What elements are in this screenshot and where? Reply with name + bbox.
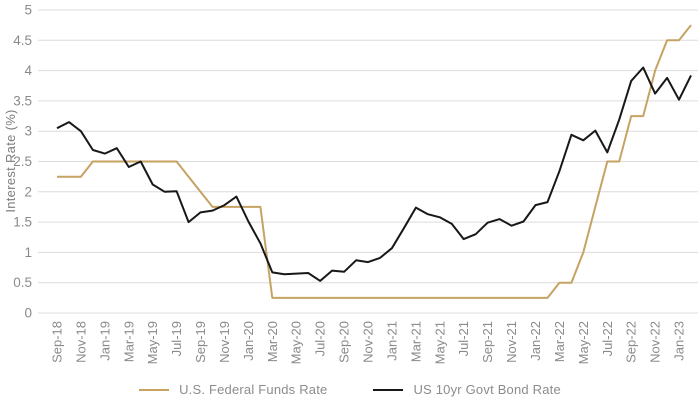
y-tick-label: 4 [24,63,32,78]
x-tick-label: Mar-22 [552,321,567,362]
x-tick-label: Sep-18 [50,321,65,363]
x-tick-label: Nov-22 [648,321,663,363]
x-tick-label: May-21 [432,321,447,364]
x-tick-label: May-20 [289,321,304,364]
x-tick-label: Jul-22 [600,321,615,356]
series-line-10yr-bond [56,66,692,282]
bond-10yr-line-swatch [373,388,404,391]
x-tick-label: Mar-20 [265,321,280,362]
y-tick-label: 1.5 [13,215,32,230]
bond-10yr-legend-label: US 10yr Govt Bond Rate [413,382,561,397]
y-tick-label: 1 [24,245,32,260]
x-tick-label: Nov-19 [217,321,232,363]
fed-funds-line-swatch [139,388,170,391]
x-tick-label: Jan-19 [97,321,112,361]
x-tick-label: Jul-20 [313,321,328,356]
x-tick-label: Jul-21 [456,321,471,356]
y-tick-label: 3 [24,124,32,139]
x-tick-label: May-19 [145,321,160,364]
x-tick-label: Jan-22 [528,321,543,361]
x-tick-label: Nov-18 [73,321,88,363]
y-tick-label: 3.5 [13,93,32,108]
legend-item-fed-funds: U.S. Federal Funds Rate [139,382,327,397]
x-tick-label: Jan-23 [672,321,687,361]
line-chart: 5 4.5 4 3.5 3 2.5 2 1.5 1 0.5 0 Interest Rate (%) Se… [3,3,698,364]
x-tick-label: Sep-19 [193,321,208,363]
y-tick-label: 0 [24,306,32,321]
y-tick-label: 2 [24,184,32,199]
x-tick-label: Jan-21 [384,321,399,361]
y-tick-label: 0.5 [13,275,32,290]
x-tick-label: Jan-20 [241,321,256,361]
x-tick-label: Mar-19 [121,321,136,362]
x-tick-label: Sep-22 [624,321,639,363]
x-tick-label: Jul-19 [169,321,184,356]
y-tick-label: 4.5 [13,33,32,48]
legend-item-10yr-bond: US 10yr Govt Bond Rate [373,382,561,397]
x-tick-label: Mar-21 [408,321,423,362]
x-tick-label: Sep-20 [337,321,352,363]
y-tick-label: 2.5 [13,154,32,169]
x-tick-label: Sep-21 [480,321,495,363]
y-tick-label: 5 [24,3,32,18]
chart-legend: U.S. Federal Funds Rate US 10yr Govt Bon… [0,382,700,397]
series-line-fed-funds [57,24,692,299]
x-tick-label: Nov-21 [504,321,519,363]
x-tick-label: May-22 [576,321,591,364]
x-tick-label: Nov-20 [361,321,376,363]
y-axis-title: Interest Rate (%) [3,109,18,212]
fed-funds-legend-label: U.S. Federal Funds Rate [179,382,328,397]
